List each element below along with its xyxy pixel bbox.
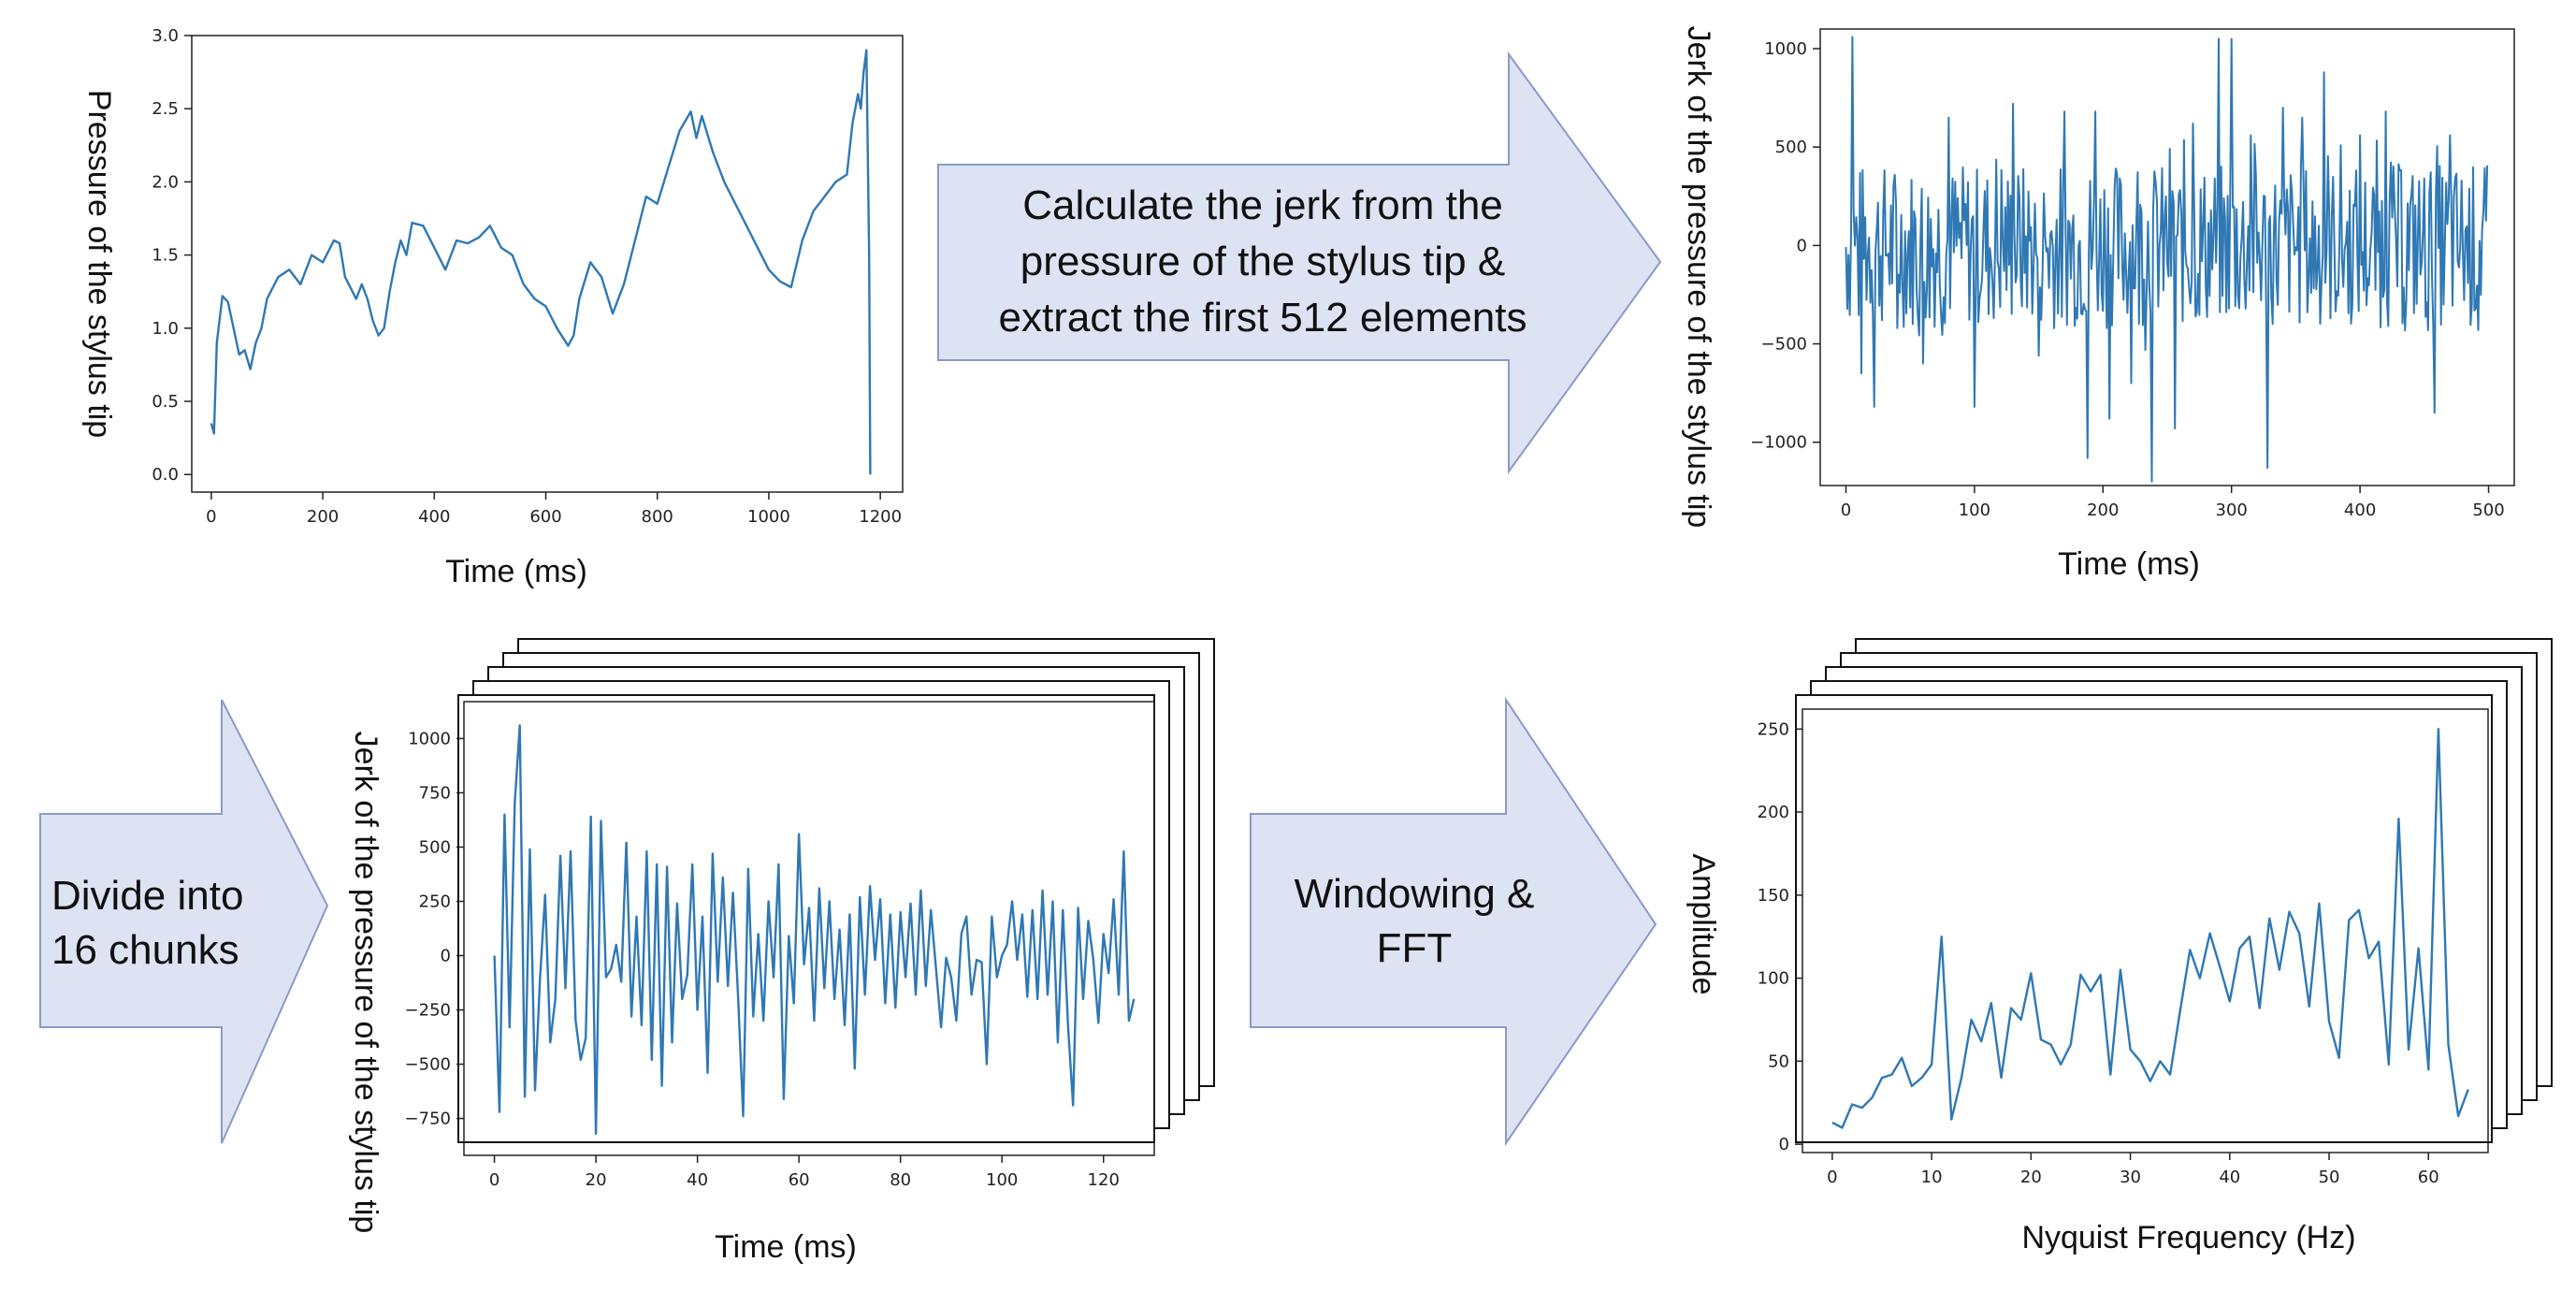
x-tick-label: 1000 <box>747 507 790 527</box>
x-tick-label: 50 <box>2319 1168 2340 1187</box>
y-tick-label: 750 <box>419 783 451 803</box>
y-axis-label: Pressure of the stylus tip <box>81 90 117 438</box>
plot-area <box>191 35 904 493</box>
y-tick-label: −250 <box>405 1001 451 1021</box>
x-tick-label: 40 <box>687 1170 708 1190</box>
y-tick-label: 1000 <box>1764 39 1807 59</box>
x-tick-label: 800 <box>642 507 673 527</box>
y-tick-label: 1.5 <box>152 246 179 266</box>
x-tick-label: 0 <box>1841 500 1851 520</box>
y-tick-label: 1000 <box>408 729 451 748</box>
arrow-shape <box>39 699 329 1144</box>
series-line <box>1831 728 2469 1129</box>
y-axis-label: Amplitude <box>1686 853 1721 994</box>
x-tick-label: 1200 <box>859 507 902 527</box>
x-tick-label: 10 <box>1921 1168 1943 1187</box>
y-axis-label: Jerk of the pressure of the stylus tip <box>348 732 384 1234</box>
x-tick-label: 400 <box>418 507 450 527</box>
y-tick-label: 0 <box>1779 1135 1789 1154</box>
y-tick-label: 250 <box>1758 719 1789 739</box>
arrow-fft-line-2: FFT <box>1377 925 1453 971</box>
y-tick-label: 250 <box>419 892 451 911</box>
x-tick-label: 20 <box>2020 1168 2042 1187</box>
x-tick-label: 40 <box>2219 1168 2240 1187</box>
y-tick-label: 0 <box>1797 236 1807 255</box>
y-tick-label: 50 <box>1768 1052 1789 1071</box>
x-tick-label: 300 <box>2216 500 2248 520</box>
series-line <box>493 724 1136 1135</box>
y-tick-label: 2.5 <box>152 99 179 119</box>
y-tick-label: −750 <box>405 1110 451 1129</box>
arrow-jerk-line-1: Calculate the jerk from the <box>1022 182 1503 228</box>
arrow-shape <box>1250 696 1657 1147</box>
y-tick-label: 500 <box>1775 138 1807 157</box>
y-tick-label: 200 <box>1758 803 1789 822</box>
y-tick-label: 150 <box>1758 886 1789 906</box>
x-tick-label: 0 <box>1827 1168 1837 1187</box>
y-tick-label: 1.0 <box>152 319 179 339</box>
y-tick-label: −500 <box>1761 335 1807 355</box>
arrow-calculate-jerk: Calculate the jerk from the pressure of … <box>937 51 1662 475</box>
x-axis-label: Time (ms) <box>445 554 587 589</box>
y-tick-label: 0.5 <box>152 392 179 412</box>
front-frame <box>457 694 1155 1143</box>
x-axis-label: Nyquist Frequency (Hz) <box>2021 1220 2355 1255</box>
x-tick-label: 600 <box>529 507 561 527</box>
x-tick-label: 60 <box>789 1170 810 1190</box>
pressure-chart: 0 200 400 600 800 1000 1200 0.0 0.5 1.0 1.5 2.0 2.5 3… <box>81 26 904 589</box>
arrow-divide-line-1: Divide into <box>51 873 243 919</box>
y-axis-label: Jerk of the pressure of the stylus tip <box>1681 26 1716 529</box>
arrow-fft-line-1: Windowing & <box>1295 871 1535 917</box>
y-tick-label: 2.0 <box>152 172 179 192</box>
arrow-divide-line-2: 16 chunks <box>51 927 239 973</box>
x-tick-label: 0 <box>489 1170 499 1190</box>
x-tick-label: 20 <box>586 1170 607 1190</box>
spectrum-chart: 0 10 20 30 40 50 60 0 50 100 150 200 250 Nyquist Freq… <box>1686 694 2493 1255</box>
y-tick-label: −500 <box>405 1055 451 1075</box>
arrow-divide-chunks: Divide into 16 chunks <box>39 699 329 1144</box>
x-tick-label: 80 <box>890 1170 911 1190</box>
x-tick-label: 30 <box>2120 1168 2141 1187</box>
arrow-windowing-fft: Windowing & FFT <box>1250 696 1657 1147</box>
front-frame <box>1795 694 2493 1143</box>
x-tick-label: 200 <box>2087 500 2119 520</box>
x-tick-label: 120 <box>1088 1170 1120 1190</box>
x-tick-label: 200 <box>307 507 339 527</box>
x-axis-label: Time (ms) <box>715 1229 857 1265</box>
arrow-shape <box>937 51 1662 475</box>
y-tick-label: 100 <box>1758 969 1789 989</box>
plot-area <box>463 701 1155 1156</box>
y-tick-label: −1000 <box>1750 433 1807 453</box>
x-tick-label: 0 <box>206 507 216 527</box>
chunk-chart: 0 20 40 60 80 100 120 −750 −500 −250 0 250 500 750 100… <box>348 694 1155 1265</box>
x-tick-label: 500 <box>2472 500 2504 520</box>
series-line <box>1845 36 2489 483</box>
y-tick-label: 3.0 <box>152 26 179 46</box>
y-tick-label: 0.0 <box>152 465 179 485</box>
x-axis-label: Time (ms) <box>2058 546 2200 582</box>
x-tick-label: 100 <box>1959 500 1990 520</box>
series-line <box>210 49 872 475</box>
x-tick-label: 400 <box>2344 500 2376 520</box>
arrow-jerk-line-3: extract the first 512 elements <box>999 295 1527 341</box>
x-tick-label: 60 <box>2418 1168 2439 1187</box>
plot-area <box>1819 28 2515 486</box>
y-tick-label: 0 <box>441 947 451 966</box>
y-tick-label: 500 <box>419 837 451 857</box>
jerk-chart: 0 100 200 300 400 500 −1000 −500 0 500 1000 Time (m… <box>1681 26 2515 582</box>
arrow-jerk-line-2: pressure of the stylus tip & <box>1020 239 1505 284</box>
plot-area <box>1802 708 2489 1153</box>
x-tick-label: 100 <box>986 1170 1018 1190</box>
